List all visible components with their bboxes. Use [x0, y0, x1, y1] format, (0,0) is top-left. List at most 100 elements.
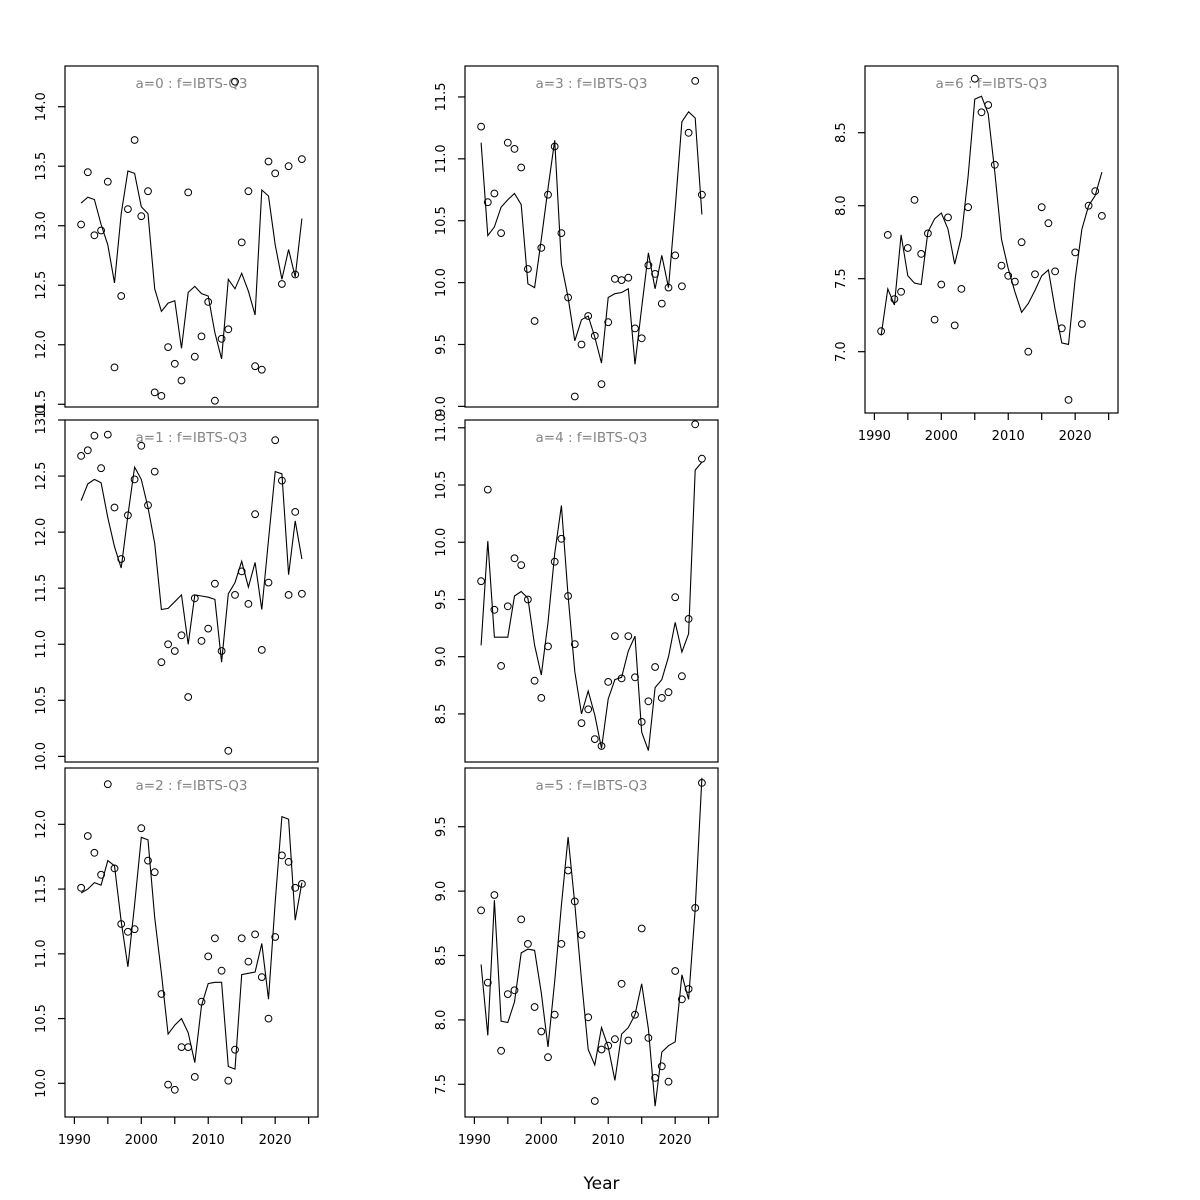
data-point [157, 392, 166, 400]
data-point [537, 694, 546, 702]
panel-a4: a=4 : f=IBTS-Q3 8.5 9.0 9.5 10.0 10.5 11.0 [434, 413, 719, 763]
y-axis-tick-label: 13.5 [34, 152, 49, 181]
data-point [537, 244, 546, 252]
x-axis-tick-label: 2020 [659, 1133, 692, 1148]
data-point [590, 735, 599, 743]
data-point [231, 77, 239, 86]
data-point [150, 467, 159, 476]
data-point [530, 1003, 539, 1011]
data-point [271, 933, 280, 941]
data-point [204, 952, 213, 961]
y-axis-tick-label: 12.5 [34, 462, 49, 491]
y-axis-tick-label: 14.0 [34, 92, 49, 121]
y-axis-tick-label: 11.0 [434, 413, 449, 442]
data-point [631, 324, 639, 333]
y-axis-tick-label: 10.0 [34, 742, 49, 771]
data-point [251, 362, 260, 371]
data-point [651, 663, 659, 671]
data-point [97, 870, 105, 879]
data-point [557, 940, 566, 948]
data-point [510, 554, 519, 563]
y-axis-tick-label: 11.0 [34, 939, 49, 968]
data-point [237, 567, 246, 576]
data-point [577, 931, 586, 939]
y-axis-tick-label: 7.5 [434, 1074, 449, 1095]
y-axis-tick-label: 10.0 [434, 528, 449, 557]
data-point [590, 1097, 599, 1105]
data-point [544, 642, 552, 651]
data-point [524, 595, 532, 604]
fit-line [480, 110, 703, 365]
data-point [1064, 396, 1073, 404]
y-axis-tick-label: 10.5 [34, 686, 49, 715]
data-point [164, 640, 173, 649]
y-axis-tick-label: 11.0 [434, 144, 449, 173]
data-point [557, 229, 566, 238]
data-point [691, 77, 700, 85]
panel-title: a=3 : f=IBTS-Q3 [535, 76, 647, 92]
data-point [271, 169, 280, 178]
data-point [524, 265, 532, 273]
data-point [217, 966, 226, 975]
data-point [211, 396, 219, 405]
data-point [577, 719, 586, 727]
data-point [137, 824, 146, 833]
data-point [284, 591, 293, 599]
y-axis-tick-label: 8.0 [434, 1010, 449, 1031]
data-point [291, 883, 300, 892]
data-point [144, 187, 152, 196]
fit-line [80, 170, 303, 360]
data-point [1071, 248, 1080, 257]
x-axis-tick-label: 2000 [925, 429, 958, 444]
data-point [117, 920, 126, 928]
data-point [257, 973, 266, 981]
y-axis-tick-label: 8.0 [834, 195, 849, 216]
data-point [644, 697, 653, 706]
data-point [483, 198, 492, 207]
y-axis-tick-label: 7.5 [834, 268, 849, 289]
data-point [570, 640, 579, 648]
data-point [144, 856, 152, 865]
data-point [684, 128, 693, 137]
panel-a5: a=5 : f=IBTS-Q3 7.5 8.0 8.5 9.0 9.5 1990 2000 20… [434, 767, 719, 1148]
y-axis-tick-label: 10.0 [434, 268, 449, 297]
data-point [604, 1041, 613, 1050]
data-point [237, 934, 246, 943]
data-point [664, 283, 673, 292]
y-axis-tick-label: 10.5 [434, 471, 449, 500]
data-point [903, 244, 912, 252]
data-point [264, 578, 273, 587]
data-point [204, 624, 213, 633]
y-axis-tick-label: 12.0 [34, 810, 49, 839]
data-point [611, 275, 619, 283]
y-axis-tick-label: 9.0 [434, 396, 449, 417]
data-point [77, 220, 85, 229]
data-point [604, 318, 613, 327]
y-axis-tick-label: 11.5 [34, 875, 49, 904]
data-point [164, 1080, 173, 1089]
y-axis-tick-label: 9.5 [434, 816, 449, 837]
data-point [177, 631, 186, 640]
data-point [177, 1043, 186, 1051]
data-point [550, 142, 559, 151]
x-axis-tick-label: 2010 [592, 1133, 625, 1148]
data-point [1031, 270, 1039, 279]
data-point [264, 1014, 273, 1023]
data-point [537, 1027, 546, 1036]
data-point [691, 904, 700, 912]
data-point [877, 327, 885, 336]
data-point [110, 864, 119, 873]
data-point [477, 906, 486, 915]
data-point [490, 891, 499, 899]
data-point [477, 122, 486, 131]
data-point [197, 637, 206, 645]
data-point [631, 673, 639, 682]
x-axis-tick-label: 2000 [125, 1133, 158, 1148]
data-point [550, 1010, 559, 1019]
data-point [637, 334, 646, 343]
data-point [110, 363, 119, 372]
data-point [577, 340, 586, 349]
data-point [678, 282, 686, 291]
data-point [917, 250, 926, 258]
